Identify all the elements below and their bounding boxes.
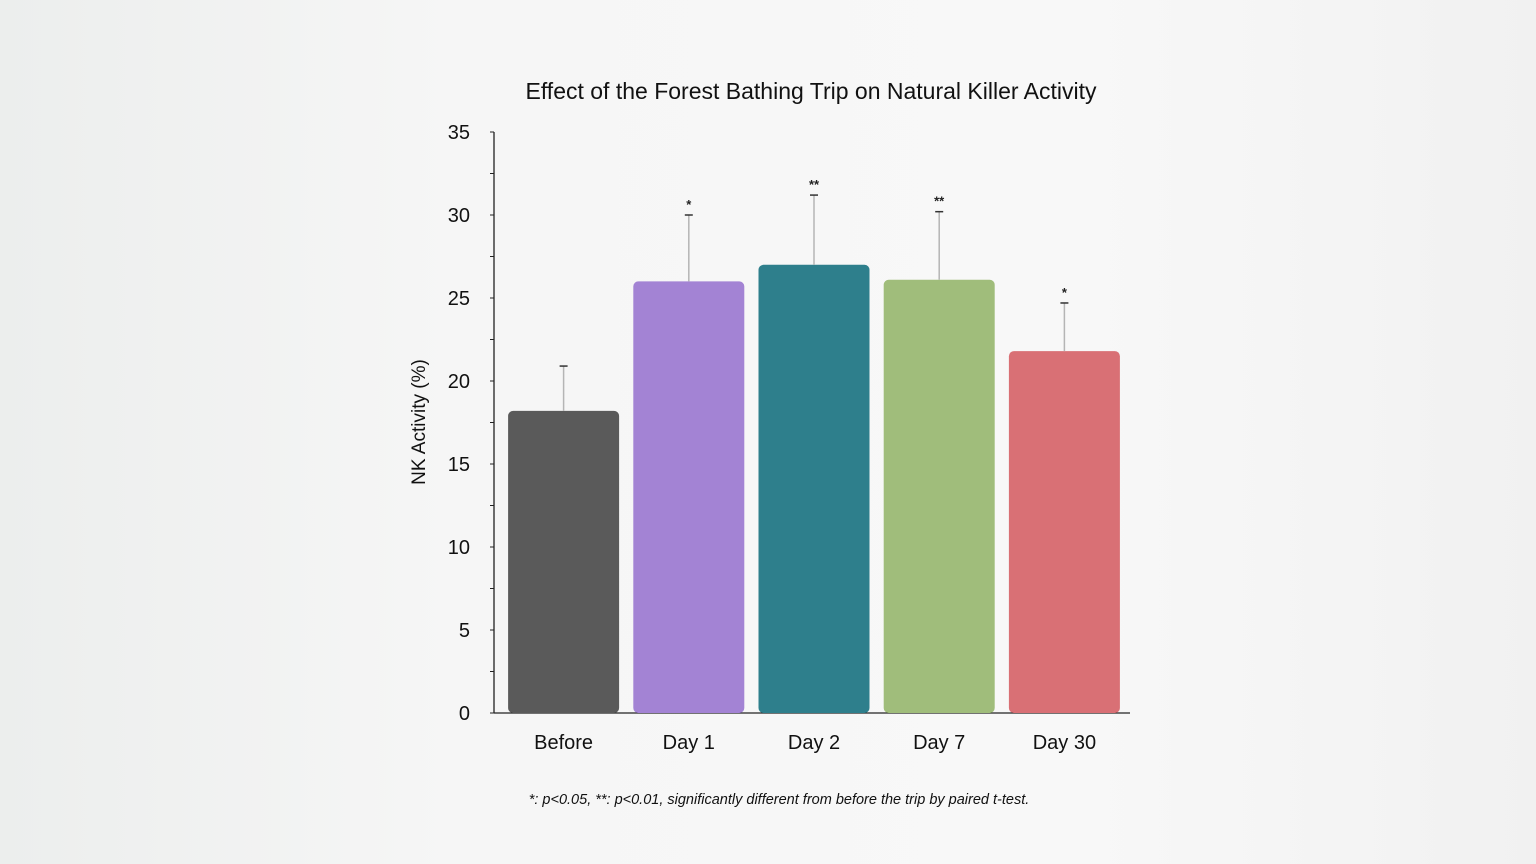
y-tick-label: 25 bbox=[448, 288, 470, 310]
significance-marker: * bbox=[1062, 285, 1068, 300]
significance-marker: ** bbox=[934, 194, 945, 209]
x-tick-label: Day 7 bbox=[913, 732, 965, 754]
bar-day-30 bbox=[1008, 351, 1120, 713]
y-tick-label: 15 bbox=[448, 454, 470, 476]
y-tick-label: 30 bbox=[448, 205, 470, 227]
bar-day-2 bbox=[758, 264, 870, 713]
x-tick-label: Day 1 bbox=[663, 732, 715, 754]
x-tick-label: Day 2 bbox=[788, 732, 840, 754]
x-tick-label: Day 30 bbox=[1033, 732, 1096, 754]
bar-day-7 bbox=[883, 279, 995, 713]
bar-before bbox=[508, 410, 620, 713]
y-tick-label: 10 bbox=[448, 537, 470, 559]
significance-marker: ** bbox=[809, 177, 820, 192]
chart-title: Effect of the Forest Bathing Trip on Nat… bbox=[525, 78, 1097, 104]
y-axis-label: NK Activity (%) bbox=[409, 359, 430, 485]
bar-day-1 bbox=[633, 281, 745, 713]
y-tick-label: 35 bbox=[448, 122, 470, 144]
y-tick-label: 5 bbox=[459, 620, 470, 642]
footnote: *: p<0.05, **: p<0.01, significantly dif… bbox=[529, 792, 1030, 808]
y-tick-label: 0 bbox=[459, 703, 470, 725]
x-tick-label: Before bbox=[534, 732, 593, 754]
y-tick-label: 20 bbox=[448, 371, 470, 393]
significance-marker: * bbox=[686, 197, 692, 212]
